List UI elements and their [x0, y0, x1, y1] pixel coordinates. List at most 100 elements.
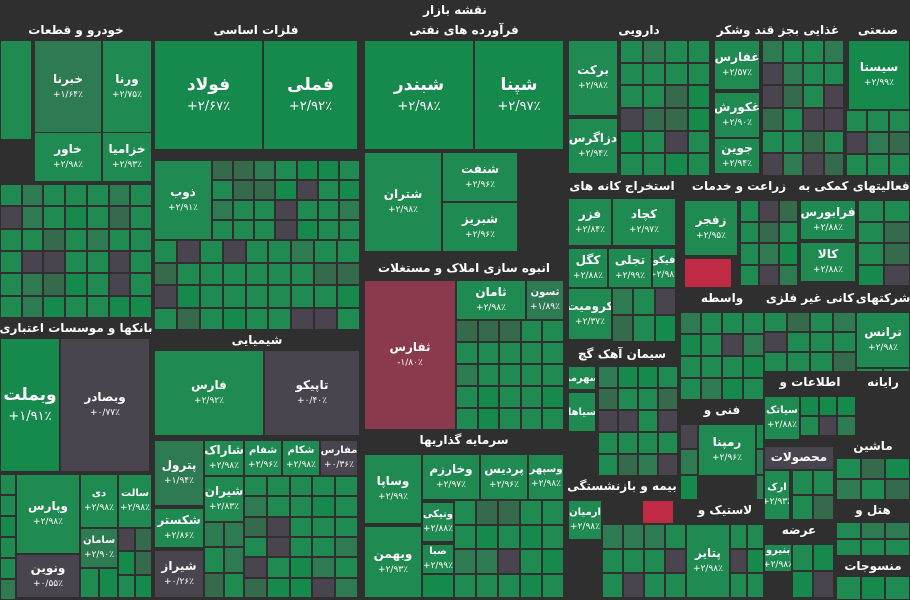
stock-tile[interactable]: کگل +۲/۸۸٪ — [568, 248, 608, 288]
treemap-tile[interactable] — [204, 522, 224, 548]
treemap-tile[interactable] — [762, 40, 783, 63]
treemap-tile[interactable] — [212, 180, 234, 200]
treemap-tile[interactable] — [823, 85, 844, 108]
treemap-tile[interactable] — [520, 500, 542, 525]
treemap-tile[interactable] — [759, 243, 779, 265]
treemap-tile[interactable] — [337, 262, 360, 285]
treemap-tile[interactable] — [43, 206, 66, 229]
treemap-tile[interactable] — [858, 264, 884, 286]
treemap-tile[interactable] — [642, 62, 665, 86]
treemap-tile[interactable] — [338, 160, 360, 180]
treemap-tile[interactable] — [454, 549, 476, 574]
treemap-tile[interactable] — [245, 307, 269, 330]
treemap-tile[interactable] — [245, 240, 269, 263]
stock-tile[interactable]: سالت +۲/۹۸٪ — [118, 474, 152, 528]
treemap-tile[interactable] — [499, 364, 521, 386]
treemap-tile[interactable] — [296, 160, 318, 180]
treemap-tile[interactable] — [296, 200, 318, 220]
treemap-tile[interactable] — [0, 537, 16, 558]
treemap-tile[interactable] — [0, 228, 22, 251]
treemap-tile[interactable] — [665, 40, 688, 63]
treemap-tile[interactable] — [43, 184, 66, 207]
treemap-tile[interactable] — [644, 573, 665, 598]
treemap-tile[interactable] — [598, 454, 618, 476]
stock-tile[interactable]: مفارس +۰/۳۶٪ — [320, 440, 358, 476]
treemap-tile[interactable] — [680, 356, 701, 378]
treemap-tile[interactable] — [764, 352, 787, 372]
treemap-tile[interactable] — [787, 352, 810, 372]
treemap-tile[interactable] — [254, 180, 276, 200]
treemap-tile[interactable] — [199, 240, 223, 263]
treemap-tile[interactable] — [800, 416, 819, 436]
treemap-tile[interactable] — [803, 108, 824, 131]
treemap-tile[interactable] — [86, 273, 109, 296]
treemap-tile[interactable] — [836, 522, 861, 539]
treemap-tile[interactable] — [118, 574, 135, 598]
treemap-tile[interactable] — [823, 130, 844, 154]
treemap-tile[interactable] — [224, 572, 244, 598]
treemap-tile[interactable] — [867, 110, 889, 132]
treemap-tile[interactable] — [289, 476, 313, 497]
treemap-tile[interactable] — [498, 500, 520, 525]
stock-tile[interactable]: شکام +۲/۹۸٪ — [282, 440, 320, 476]
stock-tile[interactable]: وبصادر +۰/۷۷٪ — [60, 338, 150, 472]
treemap-tile[interactable] — [275, 200, 297, 220]
treemap-tile[interactable] — [803, 153, 824, 176]
treemap-tile[interactable] — [680, 424, 698, 450]
treemap-tile[interactable] — [618, 410, 638, 432]
treemap-tile[interactable] — [846, 110, 868, 132]
treemap-tile[interactable] — [684, 258, 732, 288]
treemap-tile[interactable] — [130, 184, 152, 207]
stock-tile[interactable]: پردیس +۲/۹۶٪ — [480, 454, 528, 500]
treemap-tile[interactable] — [80, 568, 99, 598]
treemap-tile[interactable] — [154, 285, 177, 308]
treemap-tile[interactable] — [810, 312, 833, 332]
treemap-tile[interactable] — [642, 40, 665, 63]
treemap-tile[interactable] — [86, 184, 109, 207]
treemap-tile[interactable] — [176, 285, 200, 308]
treemap-tile[interactable] — [858, 221, 884, 243]
treemap-tile[interactable] — [654, 315, 676, 342]
stock-tile[interactable]: غفارس +۲/۵۷٪ — [714, 40, 760, 90]
treemap-tile[interactable] — [130, 228, 152, 251]
treemap-tile[interactable] — [0, 184, 22, 207]
treemap-tile[interactable] — [204, 547, 224, 573]
stock-tile[interactable]: فملی +۲/۹۲٪ — [263, 40, 358, 150]
treemap-tile[interactable] — [644, 548, 665, 574]
treemap-tile[interactable] — [759, 264, 779, 286]
stock-tile[interactable]: تجلی +۲/۹۹٪ — [608, 248, 652, 288]
treemap-tile[interactable] — [0, 295, 22, 318]
stock-tile[interactable]: شبریز +۲/۹۶٪ — [442, 202, 518, 252]
treemap-tile[interactable] — [860, 479, 886, 500]
treemap-tile[interactable] — [642, 153, 665, 176]
stock-tile[interactable]: کچاد +۲/۹۷٪ — [612, 198, 676, 246]
treemap-tile[interactable] — [176, 240, 200, 263]
treemap-tile[interactable] — [520, 320, 543, 342]
treemap-tile[interactable] — [756, 449, 764, 475]
treemap-tile[interactable] — [317, 220, 339, 240]
treemap-tile[interactable] — [335, 577, 358, 598]
stock-tile[interactable]: پترول +۱/۹۴٪ — [154, 440, 204, 506]
treemap-tile[interactable] — [856, 368, 883, 372]
treemap-tile[interactable] — [254, 200, 276, 220]
treemap-tile[interactable] — [456, 320, 478, 342]
treemap-tile[interactable] — [722, 378, 743, 400]
treemap-tile[interactable] — [778, 243, 798, 265]
treemap-tile[interactable] — [860, 539, 886, 556]
treemap-tile[interactable] — [335, 496, 358, 517]
stock-tile[interactable]: پتایر +۲/۹۸٪ — [686, 524, 730, 598]
treemap-tile[interactable] — [0, 516, 16, 537]
treemap-tile[interactable] — [266, 476, 290, 497]
treemap-tile[interactable] — [212, 160, 234, 180]
stock-tile[interactable]: ترانس +۲/۹۸٪ — [856, 312, 910, 368]
treemap-tile[interactable] — [598, 366, 618, 388]
treemap-tile[interactable] — [701, 312, 722, 334]
treemap-tile[interactable] — [665, 153, 688, 176]
treemap-tile[interactable] — [813, 470, 834, 495]
treemap-tile[interactable] — [687, 62, 710, 86]
treemap-tile[interactable] — [289, 557, 313, 578]
stock-tile[interactable]: ذوب +۲/۹۱٪ — [154, 160, 212, 240]
treemap-tile[interactable] — [65, 251, 87, 274]
treemap-tile[interactable] — [759, 200, 779, 222]
treemap-tile[interactable] — [244, 516, 267, 537]
